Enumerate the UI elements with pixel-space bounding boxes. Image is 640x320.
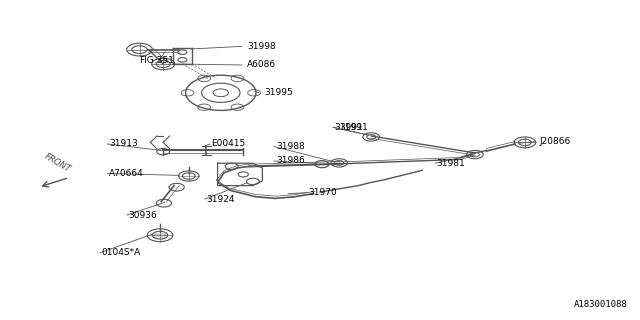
Text: FRONT: FRONT (43, 152, 72, 174)
Text: 31995: 31995 (264, 88, 293, 97)
Text: 31986: 31986 (276, 156, 305, 165)
Text: 30936: 30936 (128, 211, 157, 220)
Text: 31970: 31970 (308, 188, 337, 197)
Text: 0104S*A: 0104S*A (101, 248, 140, 257)
Text: A6086: A6086 (247, 60, 276, 69)
Text: 31913: 31913 (109, 140, 138, 148)
Text: FIG.351: FIG.351 (140, 56, 174, 65)
Text: 31991: 31991 (339, 123, 368, 132)
Text: 31981: 31981 (436, 159, 465, 168)
Text: A183001088: A183001088 (573, 300, 627, 309)
Text: J20866: J20866 (540, 137, 571, 146)
Text: 31991: 31991 (334, 123, 363, 132)
Text: 31998: 31998 (247, 42, 276, 51)
Text: E00415: E00415 (211, 140, 246, 148)
Text: 31924: 31924 (206, 195, 235, 204)
Text: 31988: 31988 (276, 142, 305, 151)
Text: A70664: A70664 (109, 169, 143, 178)
